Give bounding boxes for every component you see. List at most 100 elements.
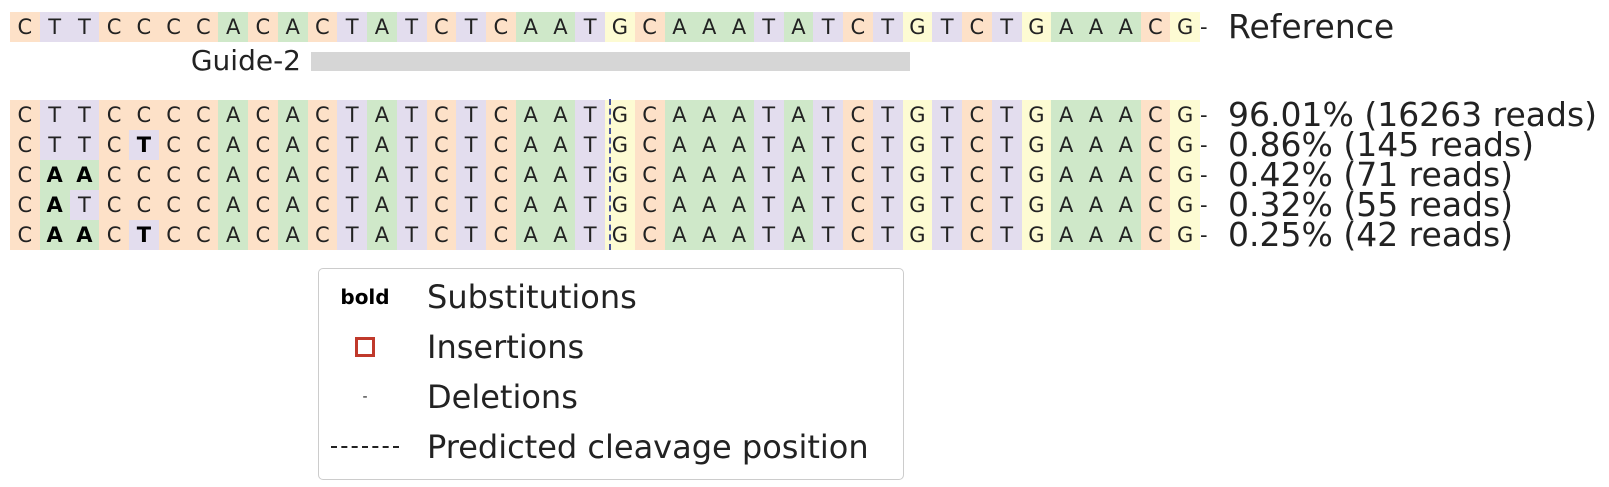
base-cell: T [575,100,605,130]
base-cell: C [1140,130,1171,160]
base-cell: T [753,100,784,130]
base-cell: C [843,160,873,190]
legend-item-substitutions: bold Substitutions [319,277,903,317]
base-cell: C [426,190,457,220]
base-cell: C [99,130,129,160]
base-cell: C [99,190,129,220]
base-cell: T [753,130,784,160]
legend-item-insertions: Insertions [319,327,903,367]
base-cell: G [1021,160,1052,190]
base-cell: T [69,190,100,220]
base-cell: C [10,12,40,42]
base-cell: C [248,190,278,220]
base-cell: A [1081,160,1111,190]
base-cell: T [932,160,962,190]
base-cell: C [129,190,159,220]
base-cell: A [1051,100,1081,130]
base-cell: A [1051,190,1081,220]
base-cell: C [962,12,992,42]
base-cell: C [843,12,873,42]
legend-label-insertions: Insertions [427,328,585,366]
base-cell: C [1140,12,1171,42]
base-cell: A [218,160,248,190]
base-cell: C [99,220,129,250]
base-cell: A [218,130,248,160]
base-cell: G [1021,12,1052,42]
base-cell: C [486,100,516,130]
base-cell: T [872,130,903,160]
base-cell: T [753,190,784,220]
base-cell: C [1140,190,1171,220]
base-cell: T [69,12,100,42]
base-cell: C [248,160,278,190]
base-cell: T [932,12,962,42]
base-cell: A [1081,220,1111,250]
base-cell: A [783,100,814,130]
base-cell: A [783,190,814,220]
base-cell: G [902,100,933,130]
base-cell: T [813,160,843,190]
base-cell: C [843,100,873,130]
base-cell: C [248,100,278,130]
base-cell: A [1051,160,1081,190]
base-cell: A [545,12,576,42]
base-cell: A [545,130,576,160]
base-cell: A [1081,190,1111,220]
base-cell: G [1170,220,1200,250]
base-cell: C [10,220,40,250]
base-cell: A [515,190,546,220]
base-cell: T [813,12,843,42]
base-cell: C [426,160,457,190]
base-cell: A [367,190,397,220]
base-cell: T [753,12,784,42]
base-cell: A [218,190,248,220]
base-cell: T [872,100,903,130]
base-cell: C [486,160,516,190]
base-cell: A [1110,220,1141,250]
base-cell: T [932,220,962,250]
base-cell: T [872,190,903,220]
insertion-box-icon [319,327,411,367]
base-cell: C [426,100,457,130]
base-cell: A [664,190,695,220]
base-cell: A [664,12,695,42]
base-cell: T [932,190,962,220]
base-cell: A [724,12,754,42]
base-cell: C [129,160,159,190]
base-cell: A [277,12,308,42]
base-cell: T [129,130,159,160]
base-cell: T [872,220,903,250]
base-cell: C [307,160,338,190]
base-cell: C [10,130,40,160]
base-cell: A [1081,12,1111,42]
base-cell: C [426,12,457,42]
base-cell: G [902,160,933,190]
base-cell: G [902,130,933,160]
base-cell: G [1021,220,1052,250]
base-cell: C [307,100,338,130]
trailing-deletion-mark: - [1200,193,1208,217]
base-cell: C [962,160,992,190]
base-cell: A [694,160,724,190]
base-cell: C [188,190,219,220]
base-cell: A [515,100,546,130]
base-cell: C [307,130,338,160]
base-cell: T [69,130,100,160]
base-cell: C [486,130,516,160]
base-cell: A [515,130,546,160]
base-cell: T [337,190,367,220]
legend-item-deletions: - Deletions [319,377,903,417]
base-cell: C [1140,160,1171,190]
base-cell: T [456,12,486,42]
base-cell: T [991,100,1022,130]
base-cell: A [277,220,308,250]
base-cell: T [456,220,486,250]
base-cell: A [783,130,814,160]
base-cell: T [872,12,903,42]
base-cell: T [456,130,486,160]
base-cell: A [724,190,754,220]
